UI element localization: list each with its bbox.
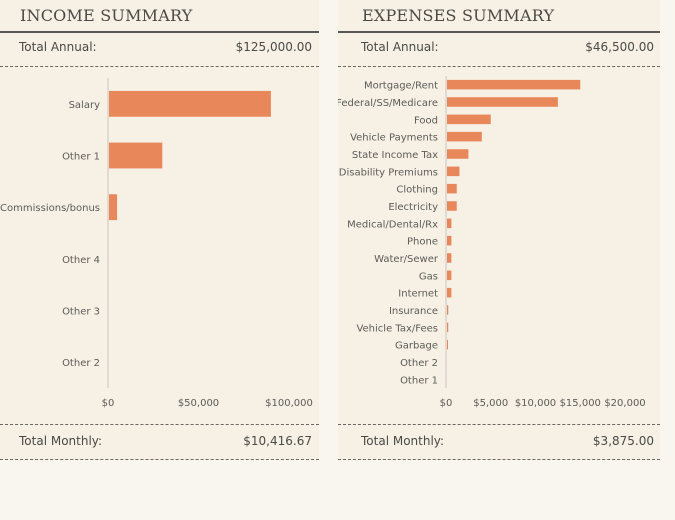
title-divider — [338, 31, 660, 33]
total-annual-label: Total Annual: — [361, 40, 439, 54]
total-annual-value: $46,500.00 — [585, 40, 654, 54]
dashed-divider — [338, 459, 660, 460]
bar — [447, 287, 452, 298]
x-tick-label: $50,000 — [178, 398, 219, 409]
category-label: Medical/Dental/Rx — [347, 219, 438, 230]
bar — [447, 270, 452, 281]
bar — [447, 79, 581, 90]
category-label: Other 4 — [62, 255, 100, 266]
category-label: Insurance — [389, 306, 438, 317]
total-monthly-label: Total Monthly: — [361, 434, 445, 448]
bar — [109, 194, 118, 221]
dashed-divider — [0, 424, 319, 425]
bar — [447, 131, 482, 142]
total-annual-label: Total Annual: — [19, 40, 97, 54]
total-annual-value: $125,000.00 — [235, 40, 312, 54]
total-monthly-value: $3,875.00 — [592, 434, 654, 448]
income-summary-panel: INCOME SUMMARY Total Annual: $125,000.00… — [0, 0, 319, 460]
category-label: Federal/SS/Medicare — [338, 98, 438, 109]
bar — [109, 142, 163, 169]
dashed-divider — [0, 66, 319, 67]
title-divider — [0, 31, 319, 33]
expenses-summary-title: EXPENSES SUMMARY — [362, 6, 555, 25]
x-tick-label: $10,000 — [515, 398, 556, 409]
category-label: Internet — [398, 289, 438, 300]
bar — [447, 218, 452, 229]
dashed-divider — [338, 66, 660, 67]
expenses-summary-panel: EXPENSES SUMMARY Total Annual: $46,500.0… — [338, 0, 660, 460]
bar — [109, 90, 271, 117]
total-monthly-label: Total Monthly: — [19, 434, 103, 448]
category-label: Food — [414, 115, 438, 126]
income-summary-title: INCOME SUMMARY — [20, 6, 193, 25]
bar — [447, 183, 457, 194]
bar — [447, 339, 448, 350]
bar — [447, 322, 449, 333]
category-label: Phone — [407, 237, 438, 248]
bar — [447, 253, 452, 263]
category-label: Commissions/bonus — [0, 203, 100, 214]
x-tick-label: $20,000 — [604, 398, 645, 409]
x-tick-label: $5,000 — [473, 398, 508, 409]
category-label: Vehicle Tax/Fees — [356, 323, 438, 334]
category-label: Other 3 — [62, 307, 100, 318]
bar — [447, 201, 457, 211]
x-tick-label: $0 — [440, 398, 453, 409]
bar — [447, 305, 449, 315]
category-label: Other 1 — [62, 152, 100, 163]
bar — [447, 97, 558, 107]
x-tick-label: $100,000 — [265, 398, 313, 409]
category-label: Electricity — [388, 202, 438, 213]
category-label: Gas — [419, 271, 438, 282]
dashed-divider — [0, 459, 319, 460]
category-label: Other 2 — [62, 358, 100, 369]
x-tick-label: $15,000 — [560, 398, 601, 409]
category-label: Disability Premiums — [339, 167, 438, 178]
category-label: Other 1 — [400, 375, 438, 386]
category-label: Other 2 — [400, 358, 438, 369]
category-label: Vehicle Payments — [350, 133, 438, 144]
category-label: Mortgage/Rent — [364, 81, 438, 92]
expenses-chart: Mortgage/Rent Federal/SS/Medicare Food Vehi… — [338, 76, 646, 409]
total-monthly-value: $10,416.67 — [243, 434, 312, 448]
bar — [447, 235, 452, 246]
bar — [447, 114, 491, 125]
bar — [447, 149, 469, 159]
category-label: Water/Sewer — [374, 254, 439, 265]
dashed-divider — [338, 424, 660, 425]
x-tick-label: $0 — [102, 398, 115, 409]
category-label: Clothing — [396, 185, 438, 196]
income-chart: Salary Other 1 Commissions/bonus Other 4 Oth… — [0, 78, 313, 409]
category-label: Garbage — [395, 341, 438, 352]
bar — [447, 166, 460, 177]
category-label: Salary — [69, 100, 100, 111]
category-label: State Income Tax — [352, 150, 438, 161]
